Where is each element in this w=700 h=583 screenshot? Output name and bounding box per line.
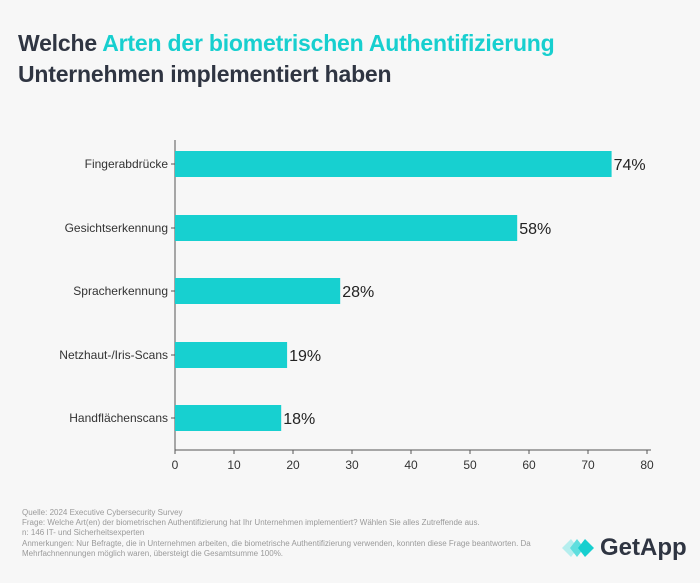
value-label: 74% [614, 157, 646, 174]
bar [175, 215, 518, 241]
title-highlight: Arten der biometrischen Authentifizierun… [102, 30, 555, 56]
footnotes: Quelle: 2024 Executive Cybersecurity Sur… [22, 508, 542, 559]
x-tick-label: 40 [404, 458, 418, 472]
bar [175, 405, 282, 431]
getapp-logo: GetApp [562, 534, 687, 562]
category-label: Fingerabdrücke [85, 157, 169, 171]
title-part1: Welche [18, 30, 103, 56]
category-label: Netzhaut-/Iris-Scans [59, 348, 168, 362]
note-question: Frage: Welche Art(en) der biometrischen … [22, 518, 480, 528]
bar [175, 151, 612, 177]
x-tick-label: 10 [227, 458, 241, 472]
category-label: Handflächenscans [69, 411, 168, 425]
category-label: Spracherkennung [73, 284, 168, 298]
x-tick-label: 60 [522, 458, 536, 472]
bar [175, 342, 288, 368]
x-tick-label: 50 [463, 458, 477, 472]
bar-chart: 0 10 20 30 40 50 60 70 80 Fingerabdrücke 74% Gesich… [59, 140, 654, 472]
note-source: Quelle: 2024 Executive Cybersecurity Sur… [22, 508, 183, 517]
note-remarks: Anmerkungen: Nur Befragte, die in Untern… [22, 538, 531, 558]
value-label: 18% [283, 411, 315, 428]
note-sample: n: 146 IT- und Sicherheitsexperten [22, 528, 145, 538]
x-tick-label: 80 [640, 458, 654, 472]
getapp-chevrons-icon [562, 539, 594, 557]
value-label: 19% [289, 348, 321, 365]
title-part2: Unternehmen implementiert haben [18, 61, 392, 87]
value-label: 58% [519, 221, 551, 238]
logo-text: GetApp [600, 534, 687, 561]
value-label: 28% [342, 284, 374, 301]
chart-title: Welche Arten der biometrischen Authentif… [18, 28, 555, 90]
category-label: Gesichtserkennung [65, 221, 168, 235]
x-tick-label: 20 [286, 458, 300, 472]
x-tick-label: 30 [345, 458, 359, 472]
bar [175, 278, 341, 304]
x-tick-label: 0 [172, 458, 179, 472]
x-tick-label: 70 [581, 458, 595, 472]
